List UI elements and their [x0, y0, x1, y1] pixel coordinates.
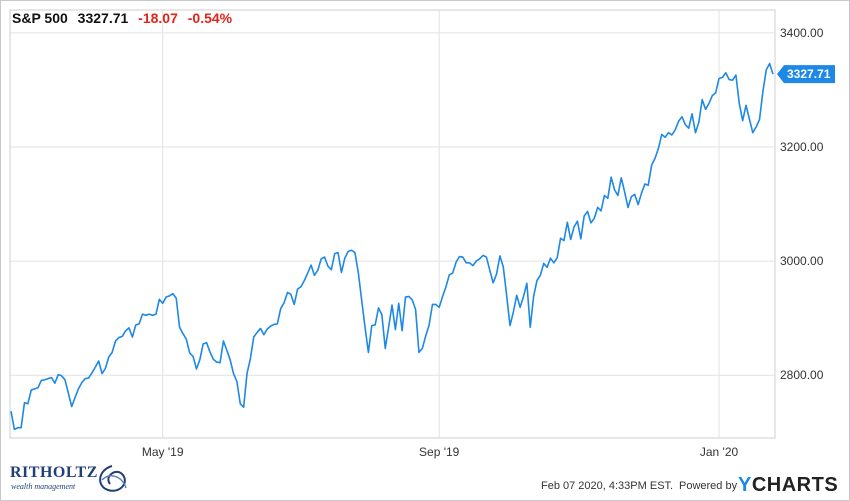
price-change: -18.07 [138, 10, 178, 26]
last-value-tag: 3327.71 [777, 65, 835, 84]
last-value-tag-shape [777, 65, 835, 84]
y-tick-label: 3000.00 [780, 254, 824, 268]
logo-name: RITHOLTZ [10, 464, 98, 481]
ycharts-logo-y: Y [738, 474, 752, 496]
powered-by-label: Powered by [679, 480, 738, 492]
timestamp: Feb 07 2020, 4:33PM EST. [541, 480, 674, 492]
plot-area [9, 9, 776, 439]
quote-header: S&P 500 3327.71 -18.07 -0.54% [12, 10, 238, 26]
x-tick-label: Jan '20 [700, 445, 739, 459]
x-tick-label: May '19 [142, 445, 184, 459]
series-line-sp500 [10, 62, 774, 431]
grid-lines [10, 10, 775, 438]
y-tick-label: 3200.00 [780, 140, 824, 154]
y-tick-label: 2800.00 [780, 368, 824, 382]
y-axis: 2800.00 3000.00 3200.00 3400.00 [780, 26, 824, 382]
ritholtz-logo: RITHOLTZ wealth management [10, 464, 140, 496]
logo-mark-icon [99, 465, 127, 492]
last-value-label: 3327.71 [787, 67, 831, 81]
ycharts-logo: YCHARTS [738, 474, 838, 497]
price-change-percent: -0.54% [187, 10, 233, 26]
logo-tagline: wealth management [11, 482, 76, 491]
last-price: 3327.71 [77, 10, 129, 26]
x-axis: May '19 Sep '19 Jan '20 [142, 445, 739, 459]
y-tick-label: 3400.00 [780, 26, 824, 40]
ycharts-logo-text: CHARTS [751, 474, 839, 496]
ticker-symbol: S&P 500 [12, 10, 68, 26]
x-tick-label: Sep '19 [419, 445, 460, 459]
